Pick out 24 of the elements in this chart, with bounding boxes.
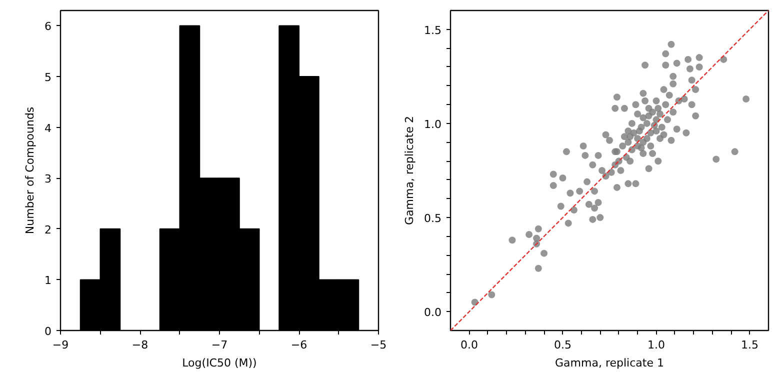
y-tick-label: 1	[44, 274, 52, 288]
y-tick-label: 5	[44, 71, 52, 84]
x-tick-label: 0.0	[460, 338, 478, 352]
y-tick-label: 0.0	[424, 306, 442, 320]
x-tick-label: −5	[370, 338, 387, 352]
x-tick-label: 1.5	[741, 338, 759, 352]
x-tick-label: −9	[52, 338, 69, 352]
x-axis-title: Gamma, replicate 1	[555, 356, 664, 370]
x-tick-label: 0.5	[554, 338, 572, 352]
y-tick-label: 0.5	[424, 212, 442, 226]
y-tick-label: 1.0	[424, 118, 442, 131]
y-tick-label: 4	[44, 122, 52, 135]
x-axis-title: Log(IC50 (M))	[182, 356, 257, 370]
y-tick-label: 3	[44, 172, 52, 186]
y-axis-title: Number of Compounds	[24, 106, 36, 234]
x-tick-label: −6	[290, 338, 308, 352]
y-tick-label: 0	[44, 325, 52, 338]
y-axis-title: Gamma, replicate 2	[403, 116, 416, 225]
y-tick-label: 6	[44, 20, 52, 34]
x-tick-label: −8	[132, 338, 148, 352]
y-tick-label: 1.5	[424, 24, 442, 37]
y-tick-label: 2	[44, 223, 52, 236]
x-tick-label: 1.0	[648, 338, 666, 352]
x-tick-label: −7	[211, 338, 228, 352]
